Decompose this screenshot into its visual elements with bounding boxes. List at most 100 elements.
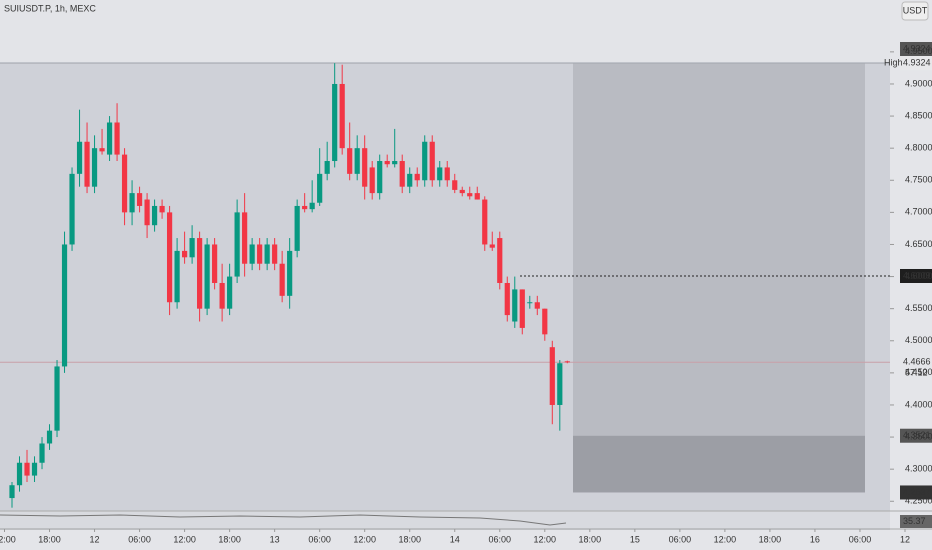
candle-body xyxy=(384,161,390,165)
countdown: 57:12 xyxy=(905,368,928,378)
y-tick-label: 4.4000 xyxy=(905,399,932,409)
y-tick-label: 4.7500 xyxy=(905,175,932,185)
candle-body xyxy=(489,244,495,248)
x-tick-label: 12:00 xyxy=(714,534,737,544)
candle-body xyxy=(144,199,150,226)
zone-mid-tag: 4.3521 xyxy=(903,430,931,440)
candle-body xyxy=(497,238,503,283)
y-tick-label: 4.8500 xyxy=(905,110,932,120)
candle-body xyxy=(512,289,518,322)
candle-body xyxy=(437,167,443,181)
candle-body xyxy=(294,205,300,251)
candle-body xyxy=(339,83,345,149)
candle-body xyxy=(362,148,368,187)
y-tick-label: 4.3000 xyxy=(905,464,932,474)
currency-button-label[interactable]: USDT xyxy=(903,5,928,15)
zone-bottom-tag-bg xyxy=(900,485,932,500)
candle-body xyxy=(354,148,360,174)
candle-body xyxy=(174,250,180,303)
x-tick-label: 14 xyxy=(450,534,460,544)
y-tick-label: 4.4500 xyxy=(905,367,932,377)
zone-mid-tag-bg xyxy=(900,428,932,443)
x-tick-label: 06:00 xyxy=(669,534,692,544)
y-tick-label: 4.3500 xyxy=(905,431,932,441)
last-price-tag: 4.4666 xyxy=(903,357,931,367)
zone-upper xyxy=(573,63,865,436)
top-strip xyxy=(0,0,890,62)
candle-body xyxy=(106,122,113,155)
candle-body xyxy=(452,180,458,190)
candle-body xyxy=(377,161,383,194)
y-tick-label: 4.5500 xyxy=(905,303,932,313)
candle-body xyxy=(272,244,278,264)
x-tick-label: 18:00 xyxy=(38,534,61,544)
candle-body xyxy=(414,173,420,181)
x-tick-label: 06:00 xyxy=(128,534,151,544)
symbol: SUIUSDT.P, 1h, MEXC xyxy=(4,3,96,13)
rsi-pane xyxy=(0,511,890,528)
candle-body xyxy=(9,485,15,499)
candle-body xyxy=(31,462,38,476)
x-tick-label: 18:00 xyxy=(579,534,602,544)
candle-body xyxy=(257,244,263,264)
x-tick-label: 18:00 xyxy=(759,534,782,544)
y-tick-label: 4.8000 xyxy=(905,143,932,153)
candle-body xyxy=(99,148,105,152)
x-tick-label: 06:00 xyxy=(489,534,512,544)
x-tick-label: 16 xyxy=(810,534,820,544)
x-tick-label: 12 xyxy=(900,534,910,544)
x-tick-label: 12:00 xyxy=(173,534,196,544)
candle-body xyxy=(61,244,68,367)
x-tick-label: 06:00 xyxy=(308,534,331,544)
rsi-tag-bg xyxy=(900,515,932,528)
high-tag: 4.9324 xyxy=(903,58,931,68)
candle-body xyxy=(287,250,293,296)
high-tag-name: High xyxy=(884,58,903,68)
x-tick-label: 06:00 xyxy=(849,534,872,544)
candle-body xyxy=(181,250,188,258)
candle-body xyxy=(129,193,135,213)
order-tag: 4.6009 xyxy=(903,270,931,280)
candle-body xyxy=(159,205,165,213)
candle-body xyxy=(324,161,330,174)
candle-body xyxy=(264,244,270,264)
candle-body xyxy=(76,141,83,174)
candle-body xyxy=(392,161,398,165)
candle-body xyxy=(219,282,225,309)
order-tag-bg xyxy=(900,268,932,283)
candle-body xyxy=(91,148,98,187)
candle-body xyxy=(197,238,203,309)
candle-body xyxy=(399,161,405,187)
candle-body xyxy=(309,202,315,210)
currency-button[interactable] xyxy=(901,1,929,21)
candle-body xyxy=(242,212,248,264)
x-tick-label: 12:00 xyxy=(353,534,376,544)
candle-body xyxy=(549,347,555,405)
candle-body xyxy=(234,212,240,277)
zone-bottom-tag: 4.2637 xyxy=(903,487,931,497)
candle-body xyxy=(504,282,510,316)
candle-body xyxy=(227,276,233,309)
candle-body xyxy=(542,308,548,335)
rsi-line xyxy=(0,514,567,526)
x-tick-label: 18:00 xyxy=(398,534,421,544)
candle-body xyxy=(482,199,488,245)
x-tick-label: 18:00 xyxy=(218,534,241,544)
x-tick-label: 13 xyxy=(270,534,280,544)
candle-body xyxy=(429,141,435,181)
candle-body xyxy=(204,244,210,309)
candle-body xyxy=(564,361,570,363)
high-tag-bg xyxy=(900,56,932,71)
candle-body xyxy=(459,189,465,194)
last-price-tag-bg xyxy=(900,355,932,370)
candle-body xyxy=(46,430,53,444)
y-tick-label: 4.7000 xyxy=(905,207,932,217)
candle-body xyxy=(249,244,255,264)
x-tick-label: 12:00 xyxy=(534,534,557,544)
candle-body xyxy=(302,205,308,210)
candle-body xyxy=(121,154,128,213)
candle-body xyxy=(407,173,413,187)
y-tick-label: 4.9500 xyxy=(905,46,932,56)
